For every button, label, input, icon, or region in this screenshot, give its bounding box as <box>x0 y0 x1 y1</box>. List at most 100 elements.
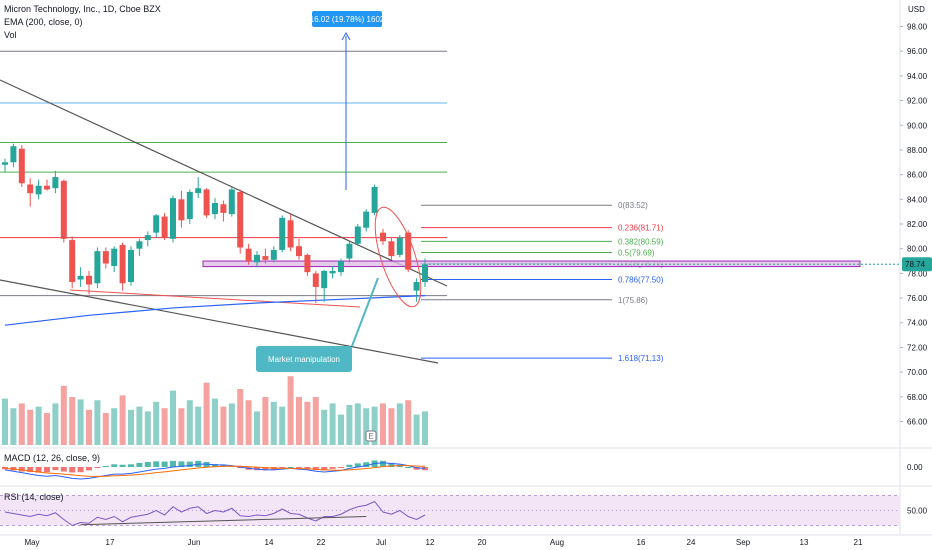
candle-body <box>270 249 277 260</box>
volume-bar <box>77 399 84 445</box>
macd-histogram-bar <box>161 461 168 467</box>
support-line <box>69 289 361 308</box>
price-tick-label: 70.00 <box>907 368 928 377</box>
price-tick-label: 80.00 <box>907 245 928 254</box>
candle-body <box>245 248 252 262</box>
volume-bar <box>338 414 344 445</box>
candle-body <box>279 217 286 250</box>
candle-body <box>371 186 378 213</box>
volume-bar <box>371 406 378 445</box>
volume-bar <box>186 400 193 445</box>
highlight-ellipse <box>374 206 422 308</box>
earnings-marker: E <box>368 432 373 441</box>
candle-body <box>321 270 328 289</box>
candle-body <box>380 232 386 242</box>
macd-histogram-bar <box>329 467 336 469</box>
current-price-label: 78.74 <box>905 260 926 269</box>
volume-bar <box>304 401 311 445</box>
volume-bar <box>170 390 176 445</box>
macd-histogram-bar <box>170 460 176 467</box>
ema-line <box>4 294 426 326</box>
time-tick-label: 20 <box>478 538 487 547</box>
candle-body <box>203 189 210 216</box>
chart-title: Micron Technology, Inc., 1D, Cboe BZX <box>4 4 161 14</box>
macd-histogram-bar <box>2 467 8 470</box>
rsi-trend-line <box>80 516 367 526</box>
volume-bar <box>228 403 235 445</box>
candle-body <box>94 251 101 284</box>
candle-body <box>312 273 319 287</box>
rsi-legend[interactable]: RSI (14, close) <box>4 492 64 502</box>
macd-histogram-bar <box>413 467 420 470</box>
candle-body <box>27 184 34 194</box>
current-price-badge <box>902 257 932 272</box>
price-tick-label: 76.00 <box>907 294 928 303</box>
price-tick-label: 84.00 <box>907 195 928 204</box>
macd-histogram-bar <box>422 467 428 471</box>
rsi-line <box>4 500 426 527</box>
volume-bar <box>346 405 353 445</box>
fib-level-label: 0.5(79.69) <box>618 249 655 258</box>
candle-body <box>102 251 109 264</box>
macd-histogram-bar <box>304 467 311 469</box>
time-tick-label: May <box>24 538 39 547</box>
candle-body <box>144 235 151 241</box>
candle-body <box>119 244 126 284</box>
candle-body <box>18 148 25 184</box>
macd-histogram-bar <box>86 467 92 471</box>
candle-body <box>413 282 420 291</box>
volume-bar <box>128 409 134 445</box>
macd-histogram-bar <box>388 462 395 467</box>
time-tick-label: 22 <box>317 538 326 547</box>
price-tick-label: 82.00 <box>907 220 928 229</box>
support-zone <box>202 260 861 268</box>
measure-arrow-head <box>341 31 351 41</box>
volume-bar <box>60 385 67 445</box>
macd-histogram-bar <box>111 464 118 467</box>
rsi-tick-label: 50.00 <box>907 507 928 516</box>
macd-tick-label: 0.00 <box>907 463 923 472</box>
candle-body <box>396 237 403 255</box>
candle-body <box>153 215 160 233</box>
ema-legend[interactable]: EMA (200, close, 0) <box>4 17 83 27</box>
candle-body <box>346 243 353 259</box>
fib-level-label: 0.786(77.50) <box>618 276 664 285</box>
macd-histogram-bar <box>354 463 361 467</box>
volume-bar <box>27 409 34 445</box>
volume-bar <box>363 408 370 445</box>
volume-bar <box>18 403 25 445</box>
macd-histogram-bar <box>35 467 42 473</box>
macd-legend[interactable]: MACD (12, 26, close, 9) <box>4 453 101 463</box>
volume-bar <box>44 413 50 445</box>
candle-body <box>86 275 92 285</box>
time-tick-label: Jun <box>188 538 201 547</box>
volume-bar <box>2 398 8 445</box>
macd-histogram-bar <box>186 461 193 467</box>
price-tick-label: 96.00 <box>907 47 928 56</box>
volume-bar <box>321 409 328 445</box>
volume-bar <box>296 397 302 445</box>
macd-histogram-bar <box>27 467 34 472</box>
candle-body <box>161 216 168 238</box>
macd-signal-line <box>4 465 426 477</box>
price-tick-label: 74.00 <box>907 319 928 328</box>
macd-histogram-bar <box>237 467 244 469</box>
volume-legend[interactable]: Vol <box>4 30 17 40</box>
volume-bar <box>102 413 109 445</box>
macd-histogram-bar <box>346 464 353 467</box>
time-tick-label: 17 <box>106 538 115 547</box>
macd-histogram-bar <box>178 461 185 467</box>
candle-body <box>296 246 302 257</box>
time-tick-label: Sep <box>736 538 751 547</box>
candle-body <box>35 185 42 195</box>
candle-body <box>363 211 370 228</box>
volume-bar <box>144 411 151 445</box>
macd-histogram-bar <box>144 462 151 467</box>
volume-bar <box>405 400 412 445</box>
macd-histogram-bar <box>312 467 319 471</box>
macd-histogram-bar <box>296 467 302 468</box>
volume-bar <box>413 414 420 445</box>
macd-histogram-bar <box>136 462 143 467</box>
volume-bar <box>329 403 336 445</box>
